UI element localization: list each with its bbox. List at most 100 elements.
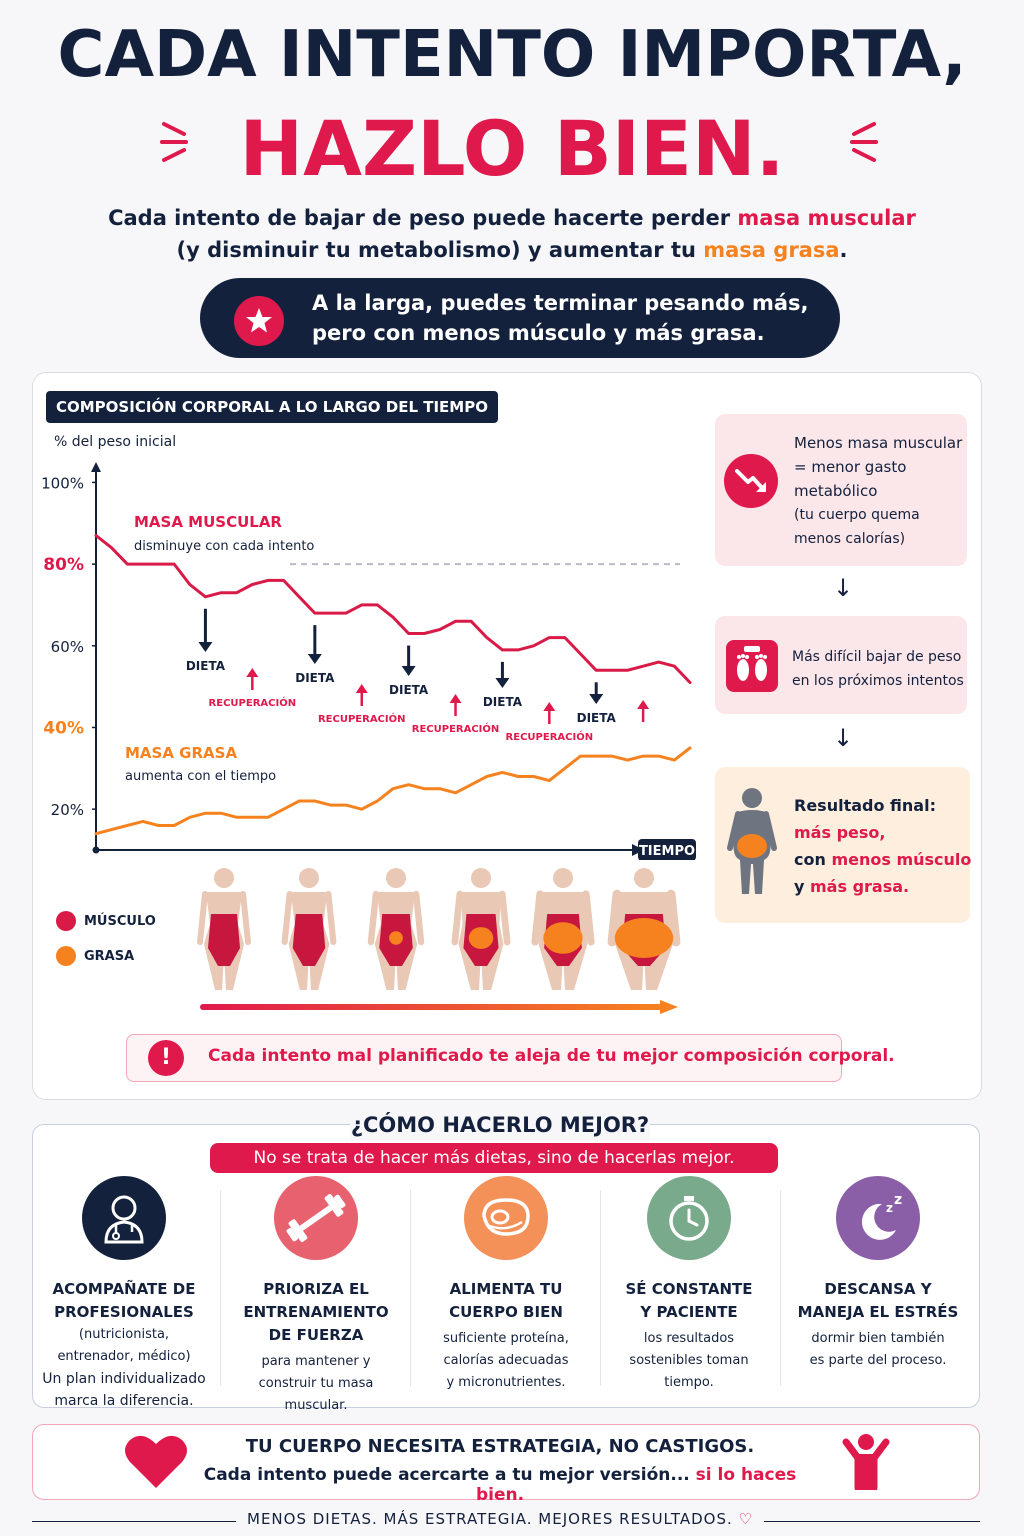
divider xyxy=(780,1190,781,1386)
muscle-series-label: MASA MUSCULAR xyxy=(134,513,282,531)
doctor-icon xyxy=(82,1176,166,1260)
celebrating-person-icon xyxy=(842,1434,890,1490)
card3-line1: más peso, xyxy=(794,823,886,842)
recovery-arrow-head xyxy=(449,694,462,703)
closing-panel xyxy=(32,1424,980,1500)
tip4-body-line2: sostenibles toman xyxy=(629,1353,749,1368)
scale-icon xyxy=(726,640,778,692)
recovery-arrow-head xyxy=(637,700,650,709)
recovery-arrow-head xyxy=(355,684,368,693)
tip3-title-line2: CUERPO BIEN xyxy=(449,1303,563,1321)
tip4-title-line2: Y PACIENTE xyxy=(640,1303,738,1321)
axis-origin xyxy=(92,846,100,854)
card2-line1: Más difícil bajar de peso xyxy=(792,649,962,665)
tip5-body-line1: dormir bien también xyxy=(811,1331,945,1346)
heart-outline-icon: ♡ xyxy=(738,1510,753,1528)
banner-line1: A la larga, puedes terminar pesando más, xyxy=(312,291,809,315)
banner-text: A la larga, puedes terminar pesando más,… xyxy=(312,288,812,348)
tip1-body-line1: (nutricionista, xyxy=(78,1327,170,1342)
footer-divider-right xyxy=(764,1521,980,1522)
tip-title: DESCANSA Y MANEJA EL ESTRÉS xyxy=(785,1278,971,1324)
tip5-body-line2: es parte del proceso. xyxy=(809,1353,947,1368)
progression-arrow xyxy=(200,1000,678,1014)
tip-strength-training: PRIORIZA EL ENTRENAMIENTO DE FUERZA para… xyxy=(223,1176,409,1417)
warning-box xyxy=(126,1034,842,1082)
recovery-arrow-head xyxy=(246,668,259,677)
tip-title: PRIORIZA EL ENTRENAMIENTO DE FUERZA xyxy=(223,1278,409,1347)
diet-label: DIETA xyxy=(389,683,429,697)
burst-left-icon xyxy=(160,122,188,162)
recovery-label: RECUPERACIÓN xyxy=(209,696,297,709)
exclamation-icon: ! xyxy=(148,1040,184,1076)
tip2-title-line2: ENTRENAMIENTO xyxy=(243,1303,389,1321)
y-tick-label: 40% xyxy=(43,718,84,738)
closing-line-highlight: si lo haces bien. xyxy=(475,1465,797,1505)
tip3-title-line1: ALIMENTA TU xyxy=(449,1280,563,1298)
y-tick-label: 100% xyxy=(41,474,84,492)
card2-text: Más difícil bajar de peso en los próximo… xyxy=(792,645,964,693)
card3-text: Resultado final: más peso, con menos mús… xyxy=(794,792,971,900)
card2-line2: en los próximos intentos xyxy=(792,673,964,689)
body-figure xyxy=(607,868,681,990)
tip-nutrition: ALIMENTA TU CUERPO BIEN suficiente prote… xyxy=(413,1176,599,1394)
x-axis-label-box xyxy=(638,839,696,860)
card3-line3-highlight: más grasa. xyxy=(810,877,910,896)
card1-line5: menos calorías) xyxy=(794,531,906,547)
card1-line3: metabólico xyxy=(794,482,878,500)
fat-series-label: MASA GRASA xyxy=(125,744,237,762)
how-title: ¿CÓMO HACERLO MEJOR? xyxy=(350,1113,650,1137)
closing-line: Cada intento puede acercarte a tu mejor … xyxy=(200,1465,800,1505)
legend-fat-swatch xyxy=(56,946,76,966)
intro-subtitle: Cada intento de bajar de peso puede hace… xyxy=(60,202,964,266)
x-axis-label: TIEMPO xyxy=(639,844,695,859)
card1-line1: Menos masa muscular xyxy=(794,434,963,452)
card3-line2-highlight: menos músculo xyxy=(831,850,972,869)
body-figure xyxy=(197,868,251,990)
tip1-body-line3: Un plan individualizado xyxy=(42,1371,206,1387)
page-title-line1: CADA INTENTO IMPORTA, xyxy=(57,18,967,92)
tip4-title-line1: SÉ CONSTANTE xyxy=(625,1280,753,1298)
tip2-body-line3: muscular. xyxy=(284,1398,348,1413)
y-axis-title: % del peso inicial xyxy=(54,434,177,450)
tip2-body-line2: construir tu masa xyxy=(258,1376,374,1391)
body-figures-progression xyxy=(197,868,681,990)
recovery-label: RECUPERACIÓN xyxy=(506,730,594,743)
divider xyxy=(220,1190,221,1386)
banner-line2: pero con menos músculo y más grasa. xyxy=(312,321,765,345)
tip-body: para mantener y construir tu masa muscul… xyxy=(223,1351,409,1417)
fat-series-line xyxy=(94,746,692,836)
legend-muscle-label: MÚSCULO xyxy=(84,914,156,929)
page-title-line2: HAZLO BIEN. xyxy=(239,104,785,193)
diet-arrow-head xyxy=(307,654,322,664)
fat-series-caption: aumenta con el tiempo xyxy=(125,769,276,784)
steak-icon xyxy=(464,1176,548,1260)
card3-title: Resultado final: xyxy=(794,796,936,815)
tip1-body-line4: marca la diferencia. xyxy=(54,1393,194,1409)
tip-body: los resultados sostenibles toman tiempo. xyxy=(596,1328,782,1394)
divider xyxy=(600,1190,601,1386)
tip4-body-line3: tiempo. xyxy=(664,1375,714,1390)
closing-line-prefix: Cada intento puede acercarte a tu mejor … xyxy=(203,1465,696,1485)
body-figure xyxy=(451,868,511,990)
card1-line2: = menor gasto xyxy=(794,458,907,476)
diet-arrow-head xyxy=(495,678,510,688)
burst-right-icon xyxy=(850,122,878,162)
muscle-series-caption: disminuye con cada intento xyxy=(134,539,314,554)
tip1-title-line2: PROFESIONALES xyxy=(54,1303,194,1321)
arrow-down-icon: ↓ xyxy=(833,574,854,602)
y-tick-label: 60% xyxy=(51,638,84,656)
tip3-body-line3: y micronutrientes. xyxy=(446,1375,566,1390)
muscle-series-line xyxy=(94,534,692,684)
tip5-title-line2: MANEJA EL ESTRÉS xyxy=(797,1303,959,1321)
y-axis-arrowhead xyxy=(91,462,101,472)
diet-label: DIETA xyxy=(483,695,523,709)
diet-arrow-head xyxy=(198,642,213,652)
moon-sleep-icon: z z xyxy=(836,1176,920,1260)
tip3-body-line1: suficiente proteína, xyxy=(443,1331,569,1346)
tip-title: ALIMENTA TU CUERPO BIEN xyxy=(413,1278,599,1324)
diet-label: DIETA xyxy=(186,659,226,673)
footer-divider-left xyxy=(32,1521,236,1522)
tip-professionals: ACOMPAÑATE DE PROFESIONALES (nutricionis… xyxy=(31,1176,217,1412)
body-figure xyxy=(367,868,425,990)
how-subtitle: No se trata de hacer más dietas, sino de… xyxy=(210,1143,778,1173)
